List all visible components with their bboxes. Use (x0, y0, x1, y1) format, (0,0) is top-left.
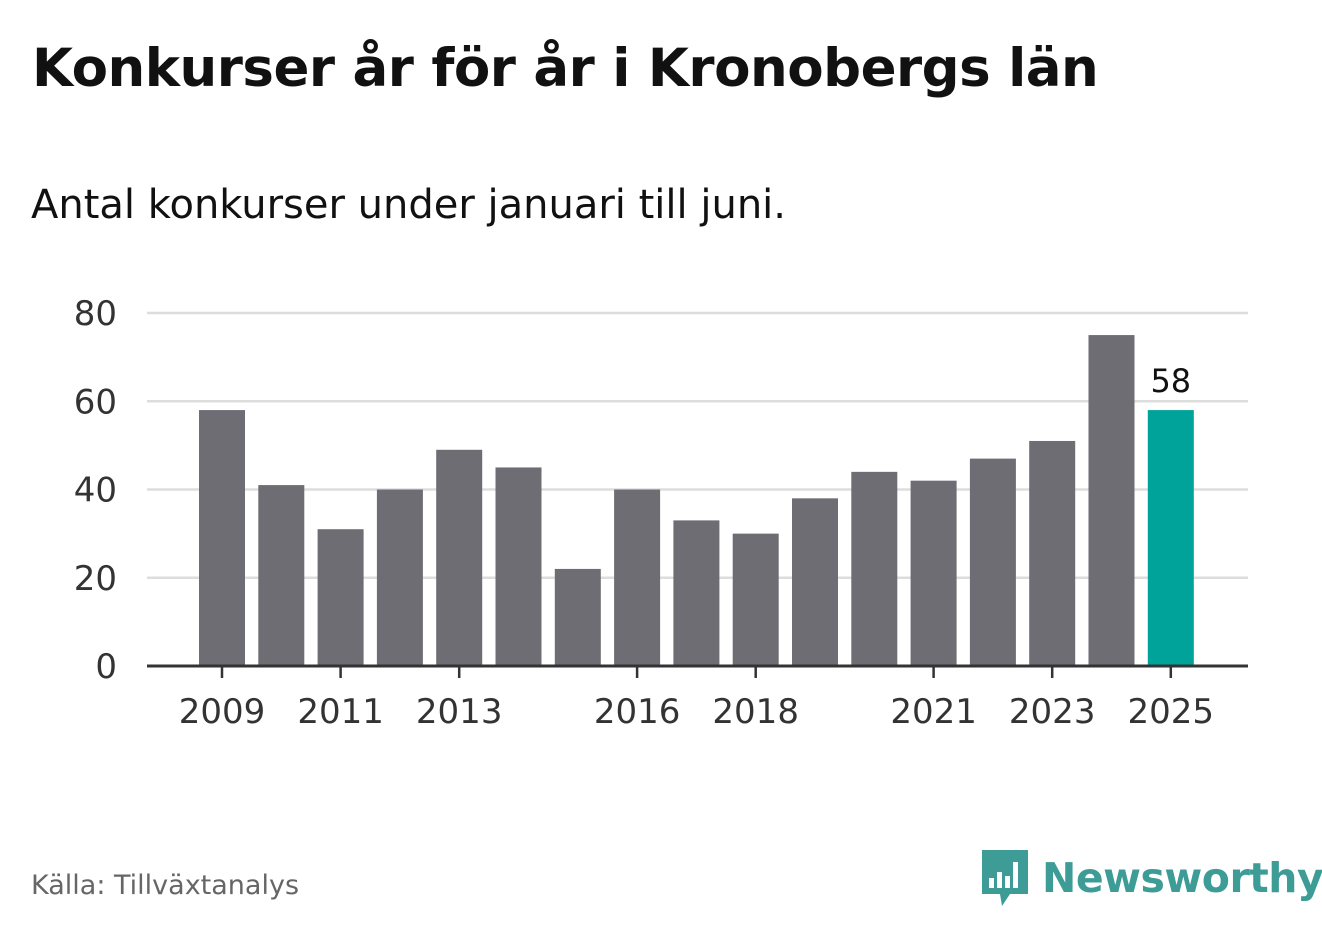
source-note: Källa: Tillväxtanalys (31, 870, 300, 901)
x-tick-label: 2009 (179, 692, 266, 732)
bar (554, 568, 601, 666)
x-tick-label: 2023 (1009, 692, 1096, 732)
newsworthy-logo-icon (982, 850, 1028, 906)
bar-chart: 0 20 40 60 80 2009 2011 2013 2016 2018 2021 2023 202… (74, 294, 1248, 732)
bar (1029, 440, 1076, 666)
bar (258, 485, 305, 666)
brand-name: Newsworthy (1042, 854, 1322, 902)
bar (614, 489, 661, 666)
x-tick-label: 2016 (594, 692, 681, 732)
brand-logo: Newsworthy (980, 848, 1322, 908)
x-tick-label: 2025 (1128, 692, 1215, 732)
x-tick-label: 2013 (416, 692, 503, 732)
bar (199, 410, 245, 666)
y-tick-label: 0 (95, 647, 117, 687)
bar (495, 467, 542, 666)
y-tick-label: 60 (74, 382, 117, 422)
bar (376, 489, 423, 666)
y-tick-label: 80 (74, 294, 117, 334)
bar (910, 480, 957, 666)
y-tick-label: 20 (74, 559, 117, 599)
bar (1147, 410, 1194, 666)
chart-subtitle: Antal konkurser under januari till juni. (31, 182, 786, 228)
bar (851, 471, 898, 666)
bar (792, 498, 838, 666)
y-tick-label: 40 (74, 471, 117, 511)
chart-title: Konkurser år för år i Kronobergs län (32, 38, 1099, 99)
x-tick-label: 2021 (890, 692, 977, 732)
bar (969, 458, 1016, 666)
bar (732, 533, 779, 666)
bar (673, 520, 720, 666)
data-label: 58 (1150, 362, 1191, 400)
x-tick-label: 2011 (297, 692, 384, 732)
x-tick-label: 2018 (712, 692, 799, 732)
bar (436, 449, 483, 666)
bar (1088, 335, 1135, 666)
bar (317, 529, 364, 666)
